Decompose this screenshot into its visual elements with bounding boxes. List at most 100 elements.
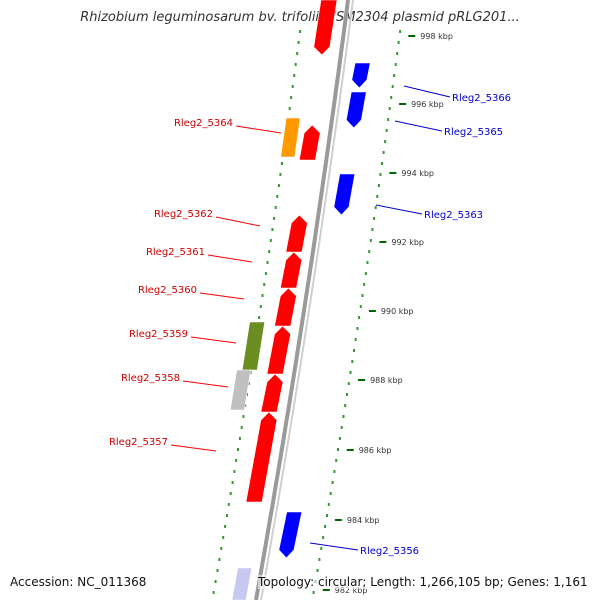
accession-text: Accession: NC_011368 xyxy=(10,575,147,589)
gc-dot-right xyxy=(337,448,339,451)
gc-dot-right xyxy=(353,349,355,352)
gc-dot-left xyxy=(240,426,243,429)
gc-dot-left xyxy=(224,525,227,528)
gc-dot-right xyxy=(390,96,393,99)
gene-block-gray[interactable] xyxy=(229,369,252,411)
ruler-tick xyxy=(322,589,330,591)
gc-dot-right xyxy=(397,41,400,44)
gc-dot-right xyxy=(396,52,399,55)
ruler-tick xyxy=(389,172,397,174)
ruler-tick-label: 996 kbp xyxy=(411,100,444,109)
gc-dot-left xyxy=(258,316,261,319)
gene-block-faded[interactable] xyxy=(231,567,253,600)
forward-gene-label[interactable]: Rleg2_5357 xyxy=(109,437,168,448)
gene-block-olive[interactable] xyxy=(241,321,266,371)
gc-dot-left xyxy=(238,437,241,440)
gc-dot-left xyxy=(274,206,277,209)
gc-dot-left xyxy=(288,107,291,110)
gc-dot-left xyxy=(277,184,280,187)
gc-dot-left xyxy=(291,85,294,88)
gc-dot-right xyxy=(318,558,321,561)
topology-summary: Topology: circular; Length: 1,266,105 bp… xyxy=(258,575,588,589)
gc-dot-right xyxy=(368,250,371,253)
gene-arrow-rleg2-5356[interactable] xyxy=(278,511,303,559)
gc-dot-right xyxy=(374,206,377,209)
gene-leader-line xyxy=(182,380,229,388)
forward-gene-label[interactable]: Rleg2_5364 xyxy=(174,118,233,129)
gene-block-orange[interactable] xyxy=(280,117,301,158)
backbone-shadow-line xyxy=(260,0,354,600)
gc-dot-left xyxy=(290,96,293,99)
gene-leader-line xyxy=(375,204,423,215)
gc-dot-right xyxy=(329,492,332,495)
gc-dot-left xyxy=(235,459,238,462)
ruler-tick xyxy=(358,379,366,381)
forward-gene-label[interactable]: Rleg2_5361 xyxy=(146,247,205,258)
gc-dot-left xyxy=(296,52,299,55)
gene-arrow-rleg2-5360[interactable] xyxy=(274,287,297,327)
gc-dot-right xyxy=(361,294,364,297)
gc-dot-left xyxy=(281,162,283,165)
gene-label-layer[interactable]: Rleg2_5364 Rleg2_5362 Rleg2_5361 Rleg2_5360… xyxy=(109,85,511,557)
gene-leader-line xyxy=(403,85,451,98)
gc-dot-right xyxy=(373,217,376,220)
gene-arrow-rleg2-5363[interactable] xyxy=(333,173,356,216)
ruler-track: 998 kbp 996 kbp 994 kbp 992 kbp 990 kbp 988 k… xyxy=(322,32,453,595)
forward-gene-label[interactable]: Rleg2_5362 xyxy=(154,209,213,220)
gene-arrow-rleg2-5362[interactable] xyxy=(285,214,308,253)
gc-dot-left xyxy=(276,195,279,198)
gc-dot-right xyxy=(335,459,338,462)
gene-leader-line xyxy=(199,292,245,300)
gc-dot-left xyxy=(229,492,232,495)
ruler-tick xyxy=(408,35,416,37)
gc-dot-left xyxy=(214,580,217,583)
forward-gene-label[interactable]: Rleg2_5359 xyxy=(129,329,188,340)
gc-dot-left xyxy=(212,591,215,594)
gc-dot-right xyxy=(366,261,369,264)
gene-arrow-rleg2-5366[interactable] xyxy=(351,62,371,89)
gc-dot-left xyxy=(233,470,236,473)
gc-dot-right xyxy=(333,470,336,473)
gc-dot-left xyxy=(227,503,230,506)
forward-gene-label[interactable]: Rleg2_5360 xyxy=(138,285,197,296)
gc-dot-right xyxy=(338,437,341,440)
gc-dot-left xyxy=(263,283,266,286)
gene-arrow-rleg2-5357[interactable] xyxy=(245,411,278,503)
gc-dot-right xyxy=(382,151,385,154)
gene-arrow-rleg2-5358[interactable] xyxy=(260,373,284,413)
gene-leader-line xyxy=(215,216,261,227)
ruler-tick-label: 984 kbp xyxy=(347,516,380,525)
gc-dot-right xyxy=(379,173,382,176)
gene-track[interactable] xyxy=(229,0,371,600)
gc-dot-right xyxy=(344,404,347,407)
gc-dot-right xyxy=(346,393,348,396)
gc-dot-left xyxy=(218,558,221,561)
gene-arrow-rleg2-5364[interactable] xyxy=(298,124,321,161)
gc-dot-right xyxy=(399,30,402,33)
gc-dot-left xyxy=(237,448,239,451)
reverse-gene-label[interactable]: Rleg2_5363 xyxy=(424,210,483,221)
gc-dot-right xyxy=(322,536,325,539)
gc-dot-left xyxy=(294,63,297,66)
gene-arrow-rleg2-5359[interactable] xyxy=(266,325,291,375)
reverse-gene-label[interactable]: Rleg2_5365 xyxy=(444,127,503,138)
gc-dot-right xyxy=(351,360,354,363)
gc-dot-left xyxy=(299,30,302,33)
gc-dot-left xyxy=(222,536,225,539)
reverse-gene-label[interactable]: Rleg2_5356 xyxy=(360,546,419,557)
gc-dot-right xyxy=(347,382,350,385)
gene-arrow-top[interactable] xyxy=(313,0,338,56)
gene-arrow-rleg2-5361[interactable] xyxy=(280,251,303,289)
forward-gene-label[interactable]: Rleg2_5358 xyxy=(121,373,180,384)
gc-dot-right xyxy=(393,74,396,77)
ruler-tick xyxy=(368,310,376,312)
gc-dot-left xyxy=(231,481,234,484)
gc-dot-right xyxy=(387,118,390,121)
gc-dot-left xyxy=(279,173,282,176)
gc-dot-left xyxy=(264,272,267,275)
reverse-gene-label[interactable]: Rleg2_5366 xyxy=(452,93,511,104)
gene-arrow-rleg2-5365[interactable] xyxy=(345,91,367,129)
ruler-tick xyxy=(334,519,342,521)
gc-dot-right xyxy=(358,316,361,319)
